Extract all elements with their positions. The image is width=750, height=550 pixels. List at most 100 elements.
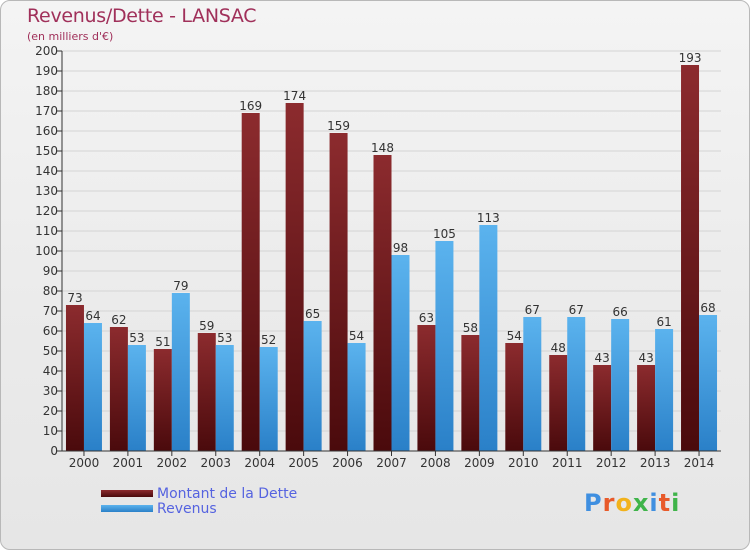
y-tick-label: 120 [35, 204, 58, 218]
data-label-dette: 193 [679, 51, 702, 65]
data-label-revenus: 79 [173, 279, 188, 293]
x-tick-label: 2007 [376, 456, 407, 470]
bar-revenus [523, 317, 542, 451]
y-tick-label: 10 [43, 424, 58, 438]
x-tick-label: 2006 [332, 456, 363, 470]
x-tick-label: 2010 [508, 456, 539, 470]
y-tick-label: 160 [35, 124, 58, 138]
bar-revenus [479, 225, 498, 451]
y-tick-label: 70 [43, 304, 58, 318]
data-label-dette: 159 [327, 119, 350, 133]
data-label-revenus: 53 [217, 331, 232, 345]
logo-letter: o [615, 489, 633, 517]
x-tick-label: 2009 [464, 456, 495, 470]
data-label-dette: 169 [239, 99, 262, 113]
data-label-revenus: 67 [525, 303, 540, 317]
y-tick-label: 50 [43, 344, 58, 358]
data-label-revenus: 68 [700, 301, 715, 315]
x-tick-label: 2005 [288, 456, 319, 470]
y-tick-label: 40 [43, 364, 58, 378]
x-tick-label: 2011 [552, 456, 583, 470]
chart-legend: Montant de la Dette Revenus [101, 485, 298, 517]
y-tick-label: 30 [43, 384, 58, 398]
bar-revenus [259, 347, 278, 451]
data-label-dette: 51 [155, 335, 170, 349]
legend-item-dette: Montant de la Dette [101, 485, 298, 502]
bar-revenus [215, 345, 234, 451]
bar-revenus [699, 315, 718, 451]
x-tick-label: 2003 [200, 456, 231, 470]
data-label-revenus: 61 [656, 315, 671, 329]
bar-dette [461, 335, 480, 451]
legend-label-dette: Montant de la Dette [157, 485, 298, 502]
data-label-dette: 148 [371, 141, 394, 155]
data-label-revenus: 113 [477, 211, 500, 225]
bar-dette [417, 325, 436, 451]
x-tick-label: 2008 [420, 456, 451, 470]
y-tick-label: 110 [35, 224, 58, 238]
data-label-revenus: 67 [569, 303, 584, 317]
data-label-revenus: 64 [85, 309, 100, 323]
data-label-revenus: 105 [433, 227, 456, 241]
bar-dette [373, 155, 392, 451]
logo-letter: r [602, 489, 616, 517]
chart-subtitle: (en milliers d'€) [27, 30, 114, 43]
logo-letter: i [671, 489, 681, 517]
proxiti-logo: Proxiti [584, 489, 680, 517]
data-label-dette: 54 [507, 329, 522, 343]
data-label-dette: 62 [111, 313, 126, 327]
y-tick-label: 100 [35, 244, 58, 258]
data-label-dette: 43 [595, 351, 610, 365]
y-tick-label: 170 [35, 104, 58, 118]
y-tick-label: 60 [43, 324, 58, 338]
x-tick-label: 2014 [684, 456, 715, 470]
data-label-revenus: 65 [305, 307, 320, 321]
data-label-dette: 48 [551, 341, 566, 355]
bar-dette [549, 355, 568, 451]
bar-dette [593, 365, 612, 451]
y-tick-label: 20 [43, 404, 58, 418]
bar-revenus [83, 323, 102, 451]
bar-dette [197, 333, 216, 451]
data-label-revenus: 52 [261, 333, 276, 347]
bar-dette [329, 133, 348, 451]
y-tick-label: 80 [43, 284, 58, 298]
logo-letter: P [584, 489, 603, 517]
y-tick-label: 90 [43, 264, 58, 278]
y-tick-label: 130 [35, 184, 58, 198]
bar-dette [505, 343, 524, 451]
bar-revenus [347, 343, 366, 451]
data-label-dette: 73 [67, 291, 82, 305]
logo-letter: x [632, 489, 650, 517]
x-tick-label: 2000 [69, 456, 100, 470]
bar-dette [109, 327, 128, 451]
data-label-dette: 43 [638, 351, 653, 365]
y-tick-label: 0 [50, 444, 58, 458]
bar-revenus [127, 345, 146, 451]
y-tick-label: 180 [35, 84, 58, 98]
bar-revenus [435, 241, 454, 451]
data-label-dette: 59 [199, 319, 214, 333]
bar-revenus [391, 255, 410, 451]
bar-dette [681, 65, 700, 451]
bar-dette [285, 103, 304, 451]
data-label-dette: 63 [419, 311, 434, 325]
logo-letter: t [658, 489, 672, 517]
data-label-revenus: 98 [393, 241, 408, 255]
bar-revenus [303, 321, 322, 451]
logo-letter: i [649, 489, 659, 517]
y-tick-label: 190 [35, 64, 58, 78]
bar-dette [153, 349, 172, 451]
x-tick-label: 2004 [244, 456, 275, 470]
y-tick-label: 140 [35, 164, 58, 178]
chart-title: Revenus/Dette - LANSAC [27, 5, 257, 27]
bar-dette [65, 305, 84, 451]
data-label-revenus: 54 [349, 329, 364, 343]
bar-dette [241, 113, 260, 451]
data-label-revenus: 66 [613, 305, 628, 319]
bar-revenus [611, 319, 630, 451]
x-tick-label: 2001 [113, 456, 144, 470]
legend-label-revenus: Revenus [157, 500, 217, 517]
